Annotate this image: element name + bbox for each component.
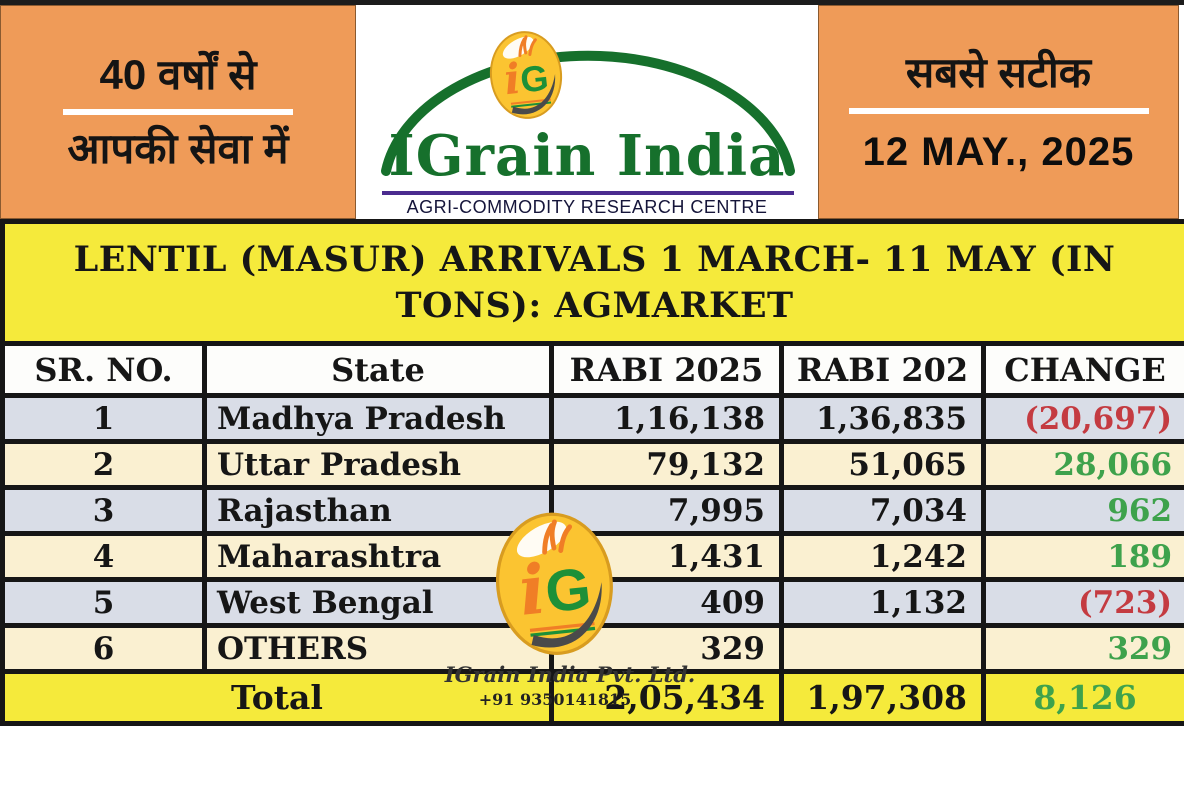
- table-header-row: SR. NO. State RABI 2025 RABI 202 CHANGE: [0, 341, 1184, 398]
- rabi2025-value: 1,431: [549, 531, 784, 582]
- brand-subtitle: AGRI-COMMODITY RESEARCH CENTRE: [406, 197, 768, 217]
- rabi2024-value: 1,36,835: [779, 393, 986, 444]
- tagline-years: 40 वर्षों से: [99, 50, 257, 98]
- table-row: 6 OTHERS 329 329: [0, 623, 1184, 674]
- sr-no: 6: [0, 623, 207, 674]
- state-name: Rajasthan: [202, 485, 554, 536]
- table-row: 4 Maharashtra 1,431 1,242 189: [0, 531, 1184, 582]
- rabi2025-value: 79,132: [549, 439, 784, 490]
- report-date: 12 MAY., 2025: [862, 129, 1135, 174]
- sr-no: 3: [0, 485, 207, 536]
- sr-no: 1: [0, 393, 207, 444]
- rabi2024-value: 1,242: [779, 531, 986, 582]
- table-row: 1 Madhya Pradesh 1,16,138 1,36,835 (20,6…: [0, 393, 1184, 444]
- brand-underline: [382, 191, 794, 195]
- rabi2024-value: 7,034: [779, 485, 986, 536]
- col-header-change: CHANGE: [980, 341, 1184, 398]
- arrivals-table: LENTIL (MASUR) ARRIVALS 1 MARCH- 11 MAY …: [0, 219, 1184, 726]
- header-right-panel: सबसे सटीक 12 MAY., 2025: [818, 5, 1179, 219]
- rabi2024-value: 1,132: [779, 577, 986, 628]
- state-name: Madhya Pradesh: [202, 393, 554, 444]
- total-change: 8,126: [980, 669, 1184, 726]
- state-name: OTHERS: [202, 623, 554, 674]
- change-value: 28,066: [980, 439, 1184, 490]
- table-total-row: Total 2,05,434 1,97,308 8,126: [0, 669, 1184, 726]
- col-header-rabi2025: RABI 2025: [549, 341, 784, 398]
- change-value: 189: [980, 531, 1184, 582]
- table-title-row: LENTIL (MASUR) ARRIVALS 1 MARCH- 11 MAY …: [0, 219, 1184, 346]
- wheat-swoosh-icon: [511, 35, 556, 115]
- tagline-service: आपकी सेवा में: [67, 125, 289, 172]
- tagline-accurate: सबसे सटीक: [905, 49, 1092, 97]
- divider-rule: [63, 109, 293, 115]
- state-name: Maharashtra: [202, 531, 554, 582]
- sr-no: 5: [0, 577, 207, 628]
- change-value: 329: [980, 623, 1184, 674]
- state-name: Uttar Pradesh: [202, 439, 554, 490]
- header-band: 40 वर्षों से आपकी सेवा में iG IGrain: [0, 5, 1184, 219]
- divider-rule: [848, 107, 1149, 114]
- sr-no: 2: [0, 439, 207, 490]
- rabi2025-value: 409: [549, 577, 784, 628]
- table-title: LENTIL (MASUR) ARRIVALS 1 MARCH- 11 MAY …: [0, 219, 1184, 346]
- col-header-state: State: [202, 341, 554, 398]
- rabi2024-value: 51,065: [779, 439, 986, 490]
- rabi2024-value: [779, 623, 986, 674]
- total-rabi2024: 1,97,308: [779, 669, 986, 726]
- total-rabi2025: 2,05,434: [549, 669, 784, 726]
- total-label: Total: [0, 669, 554, 726]
- col-header-srno: SR. NO.: [0, 341, 207, 398]
- state-name: West Bengal: [202, 577, 554, 628]
- table-row: 2 Uttar Pradesh 79,132 51,065 28,066: [0, 439, 1184, 490]
- change-value: 962: [980, 485, 1184, 536]
- change-value: (20,697): [980, 393, 1184, 444]
- logo-arch-icon: [381, 50, 795, 176]
- rabi2025-value: 7,995: [549, 485, 784, 536]
- col-header-rabi2024: RABI 202: [779, 341, 986, 398]
- brand-name: IGrain India: [388, 123, 786, 189]
- change-value: (723): [980, 577, 1184, 628]
- rabi2025-value: 1,16,138: [549, 393, 784, 444]
- sr-no: 4: [0, 531, 207, 582]
- logo-panel: iG IGrain India AGRI-COMMODITY RESEARCH …: [356, 5, 818, 219]
- table-row: 3 Rajasthan 7,995 7,034 962: [0, 485, 1184, 536]
- header-left-panel: 40 वर्षों से आपकी सेवा में: [0, 5, 356, 219]
- rabi2025-value: 329: [549, 623, 784, 674]
- table-row: 5 West Bengal 409 1,132 (723): [0, 577, 1184, 628]
- logo-grain-oval-icon: iG: [485, 27, 567, 123]
